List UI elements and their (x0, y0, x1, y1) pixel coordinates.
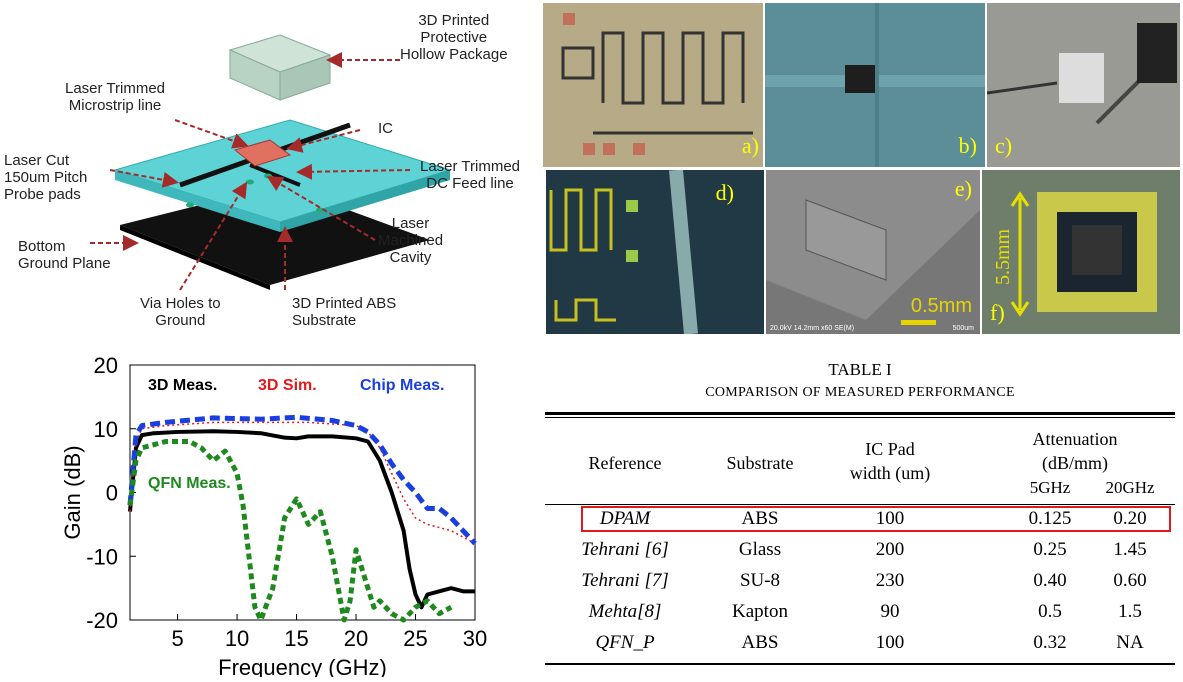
table-cell: Glass (738, 539, 782, 560)
photo-label-f: f) (990, 300, 1005, 325)
table-rule-bottom (545, 663, 1175, 665)
label-via: Via Holes to Ground (140, 295, 221, 329)
series-line-3 (127, 439, 453, 623)
table-cell-reference: Tehrani [7] (581, 570, 669, 591)
photo-grid: a) b) c) d) e) (540, 0, 1183, 340)
header-attenuation: Attenuation (dB/mm) (1032, 429, 1118, 473)
plot-frame (129, 364, 476, 621)
y-tick-label: -20 (86, 608, 118, 633)
photo-b: b) (765, 3, 985, 167)
series-line-2 (127, 414, 477, 546)
y-tick-label: 0 (106, 481, 118, 506)
legend-label-0: 3D Meas. (148, 377, 217, 394)
table-cell: 1.5 (1118, 601, 1142, 622)
legend-label-3: QFN Meas. (148, 475, 231, 492)
table-subtitle: COMPARISON OF MEASURED PERFORMANCE (705, 385, 1015, 400)
photo-c: c) (987, 3, 1180, 167)
label-dcfeed: Laser Trimmed DC Feed line (420, 158, 521, 192)
photo-label-a: a) (741, 133, 759, 158)
label-microstrip: Laser Trimmed Microstrip line (65, 80, 166, 114)
photo-label-e: e) (954, 176, 972, 201)
ground-plane (120, 185, 430, 285)
table-cell: ABS (741, 508, 779, 529)
photo-label-c: c) (995, 133, 1013, 158)
legend-label-1: 3D Sim. (258, 377, 317, 394)
table-cell-reference: Tehrani [6] (581, 539, 669, 560)
table-cell: 0.40 (1033, 570, 1067, 591)
sem-scale-text: 0.5mm (910, 295, 972, 317)
photo-d: d) (546, 170, 764, 334)
diagram-svg (90, 34, 452, 291)
legend-label-2: Chip Meas. (360, 377, 444, 394)
series-line-0 (128, 429, 475, 610)
table-cell: 230 (875, 570, 905, 591)
table-cell: 0.5 (1038, 601, 1062, 622)
table-cell-reference: DPAM (599, 508, 651, 529)
sem-caption: 20.0kV 14.2mm x60 SE(M) (770, 325, 855, 332)
label-ic: IC (378, 120, 393, 137)
table-cell: 0.32 (1033, 632, 1067, 653)
y-tick-label: 20 (94, 353, 118, 378)
comparison-table: TABLE I COMPARISON OF MEASURED PERFORMAN… (545, 360, 1175, 670)
table-rule-top2 (545, 417, 1175, 418)
table-cell-reference: QFN_P (595, 632, 655, 653)
sem-scale: 500um (952, 325, 974, 332)
exploded-diagram: 3D Printed Protective Hollow Package Las… (0, 0, 540, 340)
header-substrate: Substrate (726, 453, 794, 473)
label-cavity: Laser Machined Cavity (378, 215, 444, 266)
table-cell: Kapton (732, 601, 788, 622)
photo-label-d: d) (715, 180, 734, 205)
table-cell: ABS (741, 632, 779, 653)
x-tick-label: 30 (463, 626, 487, 651)
x-tick-label: 20 (344, 626, 368, 651)
photo-label-b: b) (958, 133, 977, 158)
header-20ghz: 20GHz (1105, 478, 1155, 497)
header-icpad: IC Pad width (um) (849, 439, 931, 483)
photo-f: 5.5mm f) (982, 170, 1180, 334)
gain-chart: 20 10 0 -10 -20 5 10 15 20 25 30 Frequency (GHz) Gai… (0, 340, 530, 680)
table-cell: NA (1116, 632, 1144, 653)
table-cell: 0.20 (1113, 508, 1147, 529)
table-cell: 200 (875, 539, 905, 560)
table-cell: 100 (875, 508, 905, 529)
table-cell: 1.45 (1113, 539, 1147, 560)
table-cell: 0.60 (1113, 570, 1147, 591)
label-substrate: 3D Printed ABS Substrate (292, 295, 397, 329)
x-axis-label: Frequency (GHz) (218, 655, 387, 677)
x-tick-label: 10 (225, 626, 249, 651)
dim-text: 5.5mm (992, 228, 1014, 285)
header-reference: Reference (588, 453, 662, 473)
x-tick-label: 25 (403, 626, 427, 651)
table-title: TABLE I (828, 360, 892, 379)
y-axis-label: Gain (dB) (60, 445, 85, 539)
table-cell: 100 (875, 632, 905, 653)
table-cell: 90 (880, 601, 900, 622)
header-5ghz: 5GHz (1029, 478, 1071, 497)
photo-a: a) (543, 3, 763, 167)
table-rule-header (545, 504, 1175, 505)
label-ground: Bottom Ground Plane (18, 238, 111, 272)
table-cell: SU-8 (739, 570, 781, 591)
x-tick-label: 5 (171, 626, 183, 651)
photo-e-sem: e) 0.5mm 20.0kV 14.2mm x60 SE(M) 500um (766, 170, 980, 334)
label-probe: Laser Cut 150um Pitch Probe pads (4, 152, 88, 203)
y-tick-label: 10 (94, 417, 118, 442)
y-tick-label: -10 (86, 544, 118, 569)
highlight-box (581, 506, 1171, 532)
chart-svg: 20 10 0 -10 -20 5 10 15 20 25 30 Frequency (GHz) Gai… (60, 353, 487, 680)
table-cell: 0.25 (1033, 539, 1067, 560)
x-tick-label: 15 (284, 626, 308, 651)
table-rule-top (545, 412, 1175, 415)
table-cell-reference: Mehta[8] (588, 601, 662, 622)
label-package: 3D Printed Protective Hollow Package (400, 12, 508, 63)
table-cell: 0.125 (1028, 508, 1072, 529)
